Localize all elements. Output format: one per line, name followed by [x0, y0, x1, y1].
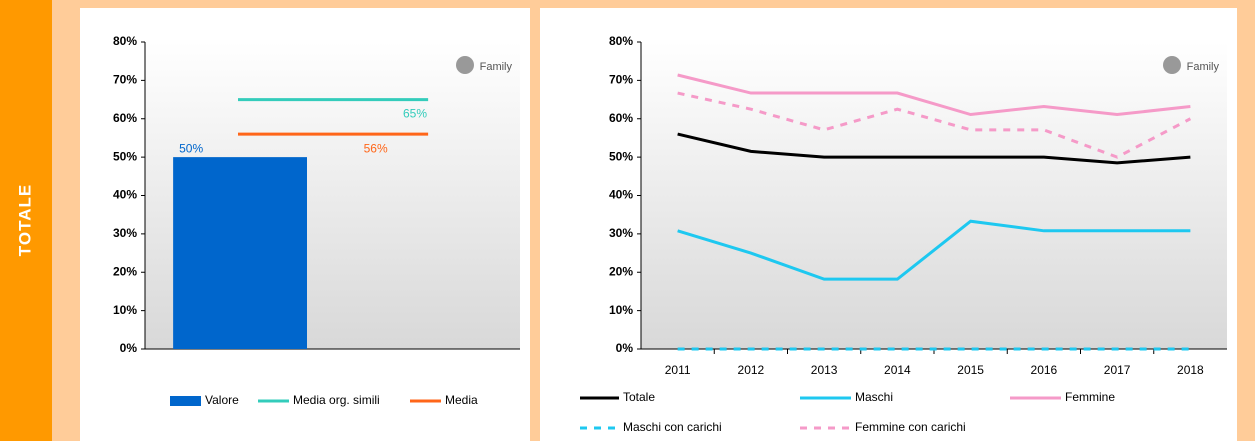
x-tick-label: 2015	[957, 363, 984, 377]
legend-label: Femmine con carichi	[855, 420, 966, 434]
legend-label: Valore	[205, 393, 239, 407]
y-tick-label: 10%	[609, 303, 633, 317]
legend-label: Maschi	[855, 390, 893, 404]
data-label: 56%	[364, 141, 388, 155]
y-tick-label: 40%	[609, 188, 633, 202]
side-label: TOTALE	[15, 184, 34, 256]
legend-label: Totale	[623, 390, 655, 404]
y-tick-label: 20%	[609, 264, 633, 278]
series-line	[677, 73, 1191, 117]
data-label: 50%	[179, 141, 203, 155]
x-tick-label: 2013	[811, 363, 838, 377]
series-line	[677, 132, 1191, 165]
y-tick-label: 60%	[113, 111, 137, 125]
y-tick-label: 60%	[609, 111, 633, 125]
plot-area	[641, 42, 1227, 349]
y-tick-label: 0%	[120, 341, 138, 355]
x-tick-label: 2016	[1031, 363, 1058, 377]
series-line	[677, 91, 1192, 159]
logo: Family	[480, 61, 513, 73]
y-tick-label: 30%	[113, 226, 137, 240]
y-tick-label: 40%	[113, 188, 137, 202]
legend-label: Femmine	[1065, 390, 1115, 404]
y-tick-label: 80%	[609, 34, 633, 48]
legend-label: Maschi con carichi	[623, 420, 722, 434]
x-tick-label: 2014	[884, 363, 911, 377]
x-tick-label: 2017	[1104, 363, 1131, 377]
x-tick-label: 2012	[738, 363, 765, 377]
logo-icon	[456, 56, 474, 74]
side-band	[0, 0, 52, 441]
y-tick-label: 50%	[609, 149, 633, 163]
legend-label: Media	[445, 393, 478, 407]
y-tick-label: 20%	[113, 264, 137, 278]
bar	[173, 157, 307, 349]
y-tick-label: 10%	[113, 303, 137, 317]
legend-swatch	[170, 396, 201, 406]
y-tick-label: 70%	[113, 73, 137, 87]
data-label: 65%	[403, 107, 427, 121]
logo-icon	[1163, 56, 1181, 74]
y-tick-label: 50%	[113, 149, 137, 163]
x-tick-label: 2011	[665, 363, 691, 377]
y-tick-label: 70%	[609, 73, 633, 87]
y-tick-label: 80%	[113, 34, 137, 48]
legend-label: Media org. simili	[293, 393, 380, 407]
y-tick-label: 30%	[609, 226, 633, 240]
y-tick-label: 0%	[616, 341, 634, 355]
series-line	[677, 219, 1191, 281]
x-tick-label: 2018	[1177, 363, 1204, 377]
logo: Family	[1187, 61, 1220, 73]
